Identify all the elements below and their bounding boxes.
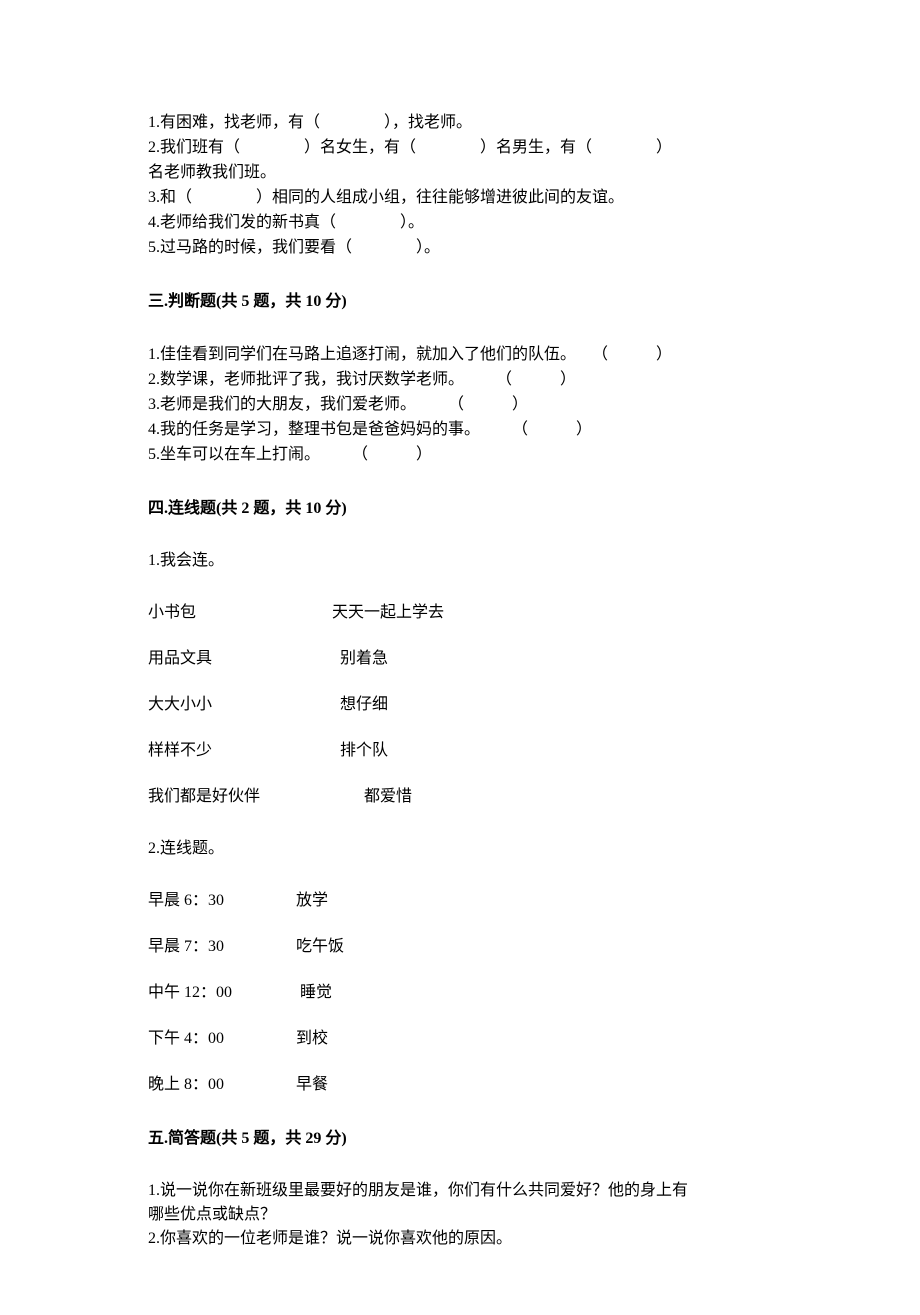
judge-q2: 2.数学课，老师批评了我，我讨厌数学老师。 （ ） — [148, 367, 777, 392]
match-2-row: 早晨 6：30 放学 — [148, 889, 777, 913]
match-1-row: 样样不少 排个队 — [148, 739, 777, 763]
fill-q4: 4.老师给我们发的新书真（ ）。 — [148, 210, 777, 235]
match-1-row: 用品文具 别着急 — [148, 647, 777, 671]
short-answer-block: 1.说一说你在新班级里最要好的朋友是谁，你们有什么共同爱好？他的身上有 哪些优点… — [148, 1179, 777, 1251]
sa-q1-line2: 哪些优点或缺点？ — [148, 1203, 777, 1227]
fill-q2-line1: 2.我们班有（ ）名女生，有（ ）名男生，有（ ） — [148, 135, 777, 160]
sa-q2: 2.你喜欢的一位老师是谁？说一说你喜欢他的原因。 — [148, 1227, 777, 1251]
section-3-header: 三.判断题(共 5 题，共 10 分) — [148, 290, 777, 314]
match-2-intro: 2.连线题。 — [148, 837, 777, 861]
match-1-block: 小书包 天天一起上学去 用品文具 别着急 大大小小 想仔细 样样不少 排个队 我… — [148, 601, 777, 809]
match-1-row: 我们都是好伙伴 都爱惜 — [148, 785, 777, 809]
match-1-intro: 1.我会连。 — [148, 549, 777, 573]
match-2-row: 下午 4：00 到校 — [148, 1027, 777, 1051]
fill-q1: 1.有困难，找老师，有（ ），找老师。 — [148, 110, 777, 135]
judge-q5: 5.坐车可以在车上打闹。 （ ） — [148, 442, 777, 467]
fill-q3: 3.和（ ）相同的人组成小组，往往能够增进彼此间的友谊。 — [148, 185, 777, 210]
match-1-row: 小书包 天天一起上学去 — [148, 601, 777, 625]
fill-q2-line2: 名老师教我们班。 — [148, 160, 777, 185]
match-2-block: 早晨 6：30 放学 早晨 7：30 吃午饭 中午 12：00 睡觉 下午 4：… — [148, 889, 777, 1097]
judge-q1: 1.佳佳看到同学们在马路上追逐打闹，就加入了他们的队伍。 （ ） — [148, 342, 777, 367]
fill-q5: 5.过马路的时候，我们要看（ ）。 — [148, 235, 777, 260]
document-page: 1.有困难，找老师，有（ ），找老师。 2.我们班有（ ）名女生，有（ ）名男生… — [0, 0, 920, 1315]
judgment-block: 1.佳佳看到同学们在马路上追逐打闹，就加入了他们的队伍。 （ ） 2.数学课，老… — [148, 342, 777, 467]
fill-in-blank-block: 1.有困难，找老师，有（ ），找老师。 2.我们班有（ ）名女生，有（ ）名男生… — [148, 110, 777, 260]
sa-q1-line1: 1.说一说你在新班级里最要好的朋友是谁，你们有什么共同爱好？他的身上有 — [148, 1179, 777, 1203]
match-2-row: 早晨 7：30 吃午饭 — [148, 935, 777, 959]
judge-q4: 4.我的任务是学习，整理书包是爸爸妈妈的事。 （ ） — [148, 417, 777, 442]
section-5-header: 五.简答题(共 5 题，共 29 分) — [148, 1127, 777, 1151]
match-1-row: 大大小小 想仔细 — [148, 693, 777, 717]
match-2-row: 晚上 8：00 早餐 — [148, 1073, 777, 1097]
section-4-header: 四.连线题(共 2 题，共 10 分) — [148, 497, 777, 521]
match-2-row: 中午 12：00 睡觉 — [148, 981, 777, 1005]
judge-q3: 3.老师是我们的大朋友，我们爱老师。 （ ） — [148, 392, 777, 417]
